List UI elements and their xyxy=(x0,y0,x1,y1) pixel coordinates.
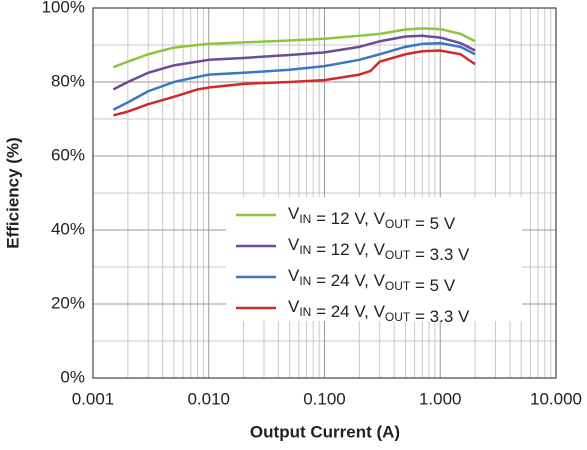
legend-label: VIN = 12 V, VOUT = 5 V xyxy=(288,204,456,233)
legend-label: VIN = 24 V, VOUT = 3.3 V xyxy=(288,297,470,326)
series-line xyxy=(112,41,476,111)
y-tick-label: 40% xyxy=(51,219,85,238)
y-tick-label: 100% xyxy=(42,0,85,16)
legend-label: VIN = 24 V, VOUT = 5 V xyxy=(288,266,456,295)
plot-frame xyxy=(92,7,557,379)
x-tick-label: 10.000 xyxy=(530,389,582,408)
series-line xyxy=(112,34,476,91)
series-line xyxy=(112,27,476,69)
legend-label: VIN = 12 V, VOUT = 3.3 V xyxy=(288,235,470,264)
x-tick-label: 1.000 xyxy=(419,389,462,408)
x-axis-label: Output Current (A) xyxy=(250,422,400,441)
y-tick-label: 60% xyxy=(51,145,85,164)
y-tick-label: 0% xyxy=(60,367,85,386)
series-line xyxy=(113,49,476,117)
legend-box xyxy=(226,197,522,321)
y-axis-label: Efficiency (%) xyxy=(3,137,22,248)
x-tick-label: 0.001 xyxy=(72,389,115,408)
y-tick-label: 80% xyxy=(51,71,85,90)
y-tick-label: 20% xyxy=(51,293,85,312)
x-tick-label: 0.010 xyxy=(187,389,230,408)
x-tick-label: 0.100 xyxy=(303,389,346,408)
